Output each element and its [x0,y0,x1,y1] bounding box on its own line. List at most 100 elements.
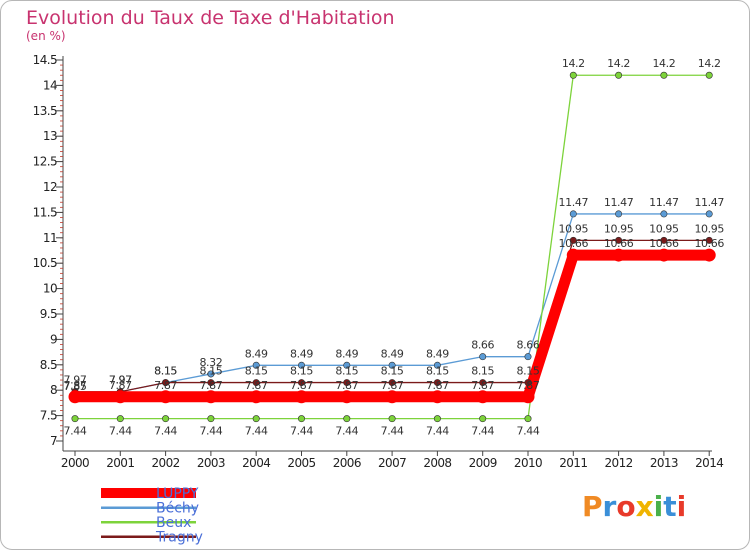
data-label-béchy: 11.47 [559,196,589,209]
logo-letter: P [582,490,603,523]
x-tick-label: 2008 [423,456,451,470]
data-label-tragny: 10.95 [649,222,679,235]
data-label-béchy: 8.66 [471,339,494,352]
data-label-béchy: 8.49 [245,347,268,360]
y-tick-label: 8 [50,383,57,397]
data-label-béchy: 8.49 [426,347,449,360]
data-label-beux: 7.44 [154,425,177,438]
data-label-beux: 7.44 [245,425,268,438]
y-tick-label: 10 [43,282,57,296]
x-tick-label: 2010 [514,456,542,470]
data-point-béchy [297,361,305,369]
data-label-tragny: 8.15 [381,365,404,378]
data-point-béchy [252,361,260,369]
data-label-tragny: 7.97 [64,374,87,387]
data-label-luppy: 7.87 [471,379,494,392]
legend-label-beux: Beux [156,515,191,531]
data-label-tragny: 8.15 [154,365,177,378]
x-tick-label: 2003 [197,456,225,470]
data-point-beux [71,415,79,423]
data-label-béchy: 11.47 [604,196,634,209]
data-point-tragny [433,379,441,387]
data-point-béchy [343,361,351,369]
data-point-béchy [615,210,623,218]
series-points [68,71,716,423]
data-label-béchy: 7.85 [64,380,87,393]
data-point-béchy [433,361,441,369]
data-point-luppy [159,390,173,404]
axes: 7 7.5 8 8.5 9 9.5 10 10.5 11 11.5 12 12.5 13 13.5 14 14… [33,53,724,470]
data-point-béchy [705,210,713,218]
data-point-luppy [249,390,263,404]
data-label-beux: 7.44 [64,425,87,438]
data-point-luppy [430,390,444,404]
legend-swatch-beux [101,521,196,524]
data-label-luppy: 10.66 [649,237,679,250]
x-tick-label: 2007 [378,456,406,470]
data-label-beux: 7.44 [381,425,404,438]
data-label-beux: 7.44 [426,425,449,438]
y-tick-label: 13 [43,129,57,143]
y-tick-label: 11 [43,231,57,245]
data-label-tragny: 10.95 [694,222,724,235]
data-point-tragny [705,236,713,244]
data-point-tragny [297,379,305,387]
data-point-tragny [660,236,668,244]
logo-letter: t [663,490,676,523]
data-point-beux [162,415,170,423]
y-tick-label: 8.5 [40,358,57,372]
y-tick-label: 9 [50,332,57,346]
data-point-tragny [343,379,351,387]
data-label-luppy: 7.87 [245,379,268,392]
x-tick-label: 2012 [605,456,633,470]
data-label-tragny: 8.15 [290,365,313,378]
data-label-beux: 7.44 [517,425,540,438]
data-point-béchy [388,361,396,369]
data-label-luppy: 7.87 [154,379,177,392]
legend-label-tragny: Tragny [155,530,203,546]
chart-title: Evolution du Taux de Taxe d'Habitation [26,7,395,29]
data-labels: 7.85 7.978.158.328.49 8.49 8.49 8.49 8.498.66… [64,57,725,437]
data-label-beux: 7.44 [471,425,494,438]
data-point-tragny [524,379,532,387]
data-point-beux [116,415,124,423]
logo-letter: i [654,490,664,523]
data-point-luppy [657,248,671,262]
data-point-luppy [113,390,127,404]
y-tick-label: 9.5 [40,307,57,321]
data-label-tragny: 8.15 [199,365,222,378]
data-label-béchy: 11.47 [694,196,724,209]
data-point-tragny [388,379,396,387]
chart-subtitle: (en %) [26,29,66,43]
x-tick-label: 2002 [152,456,180,470]
y-tick-label: 10.5 [33,256,57,270]
x-tick-label: 2006 [333,456,361,470]
x-tick-label: 2000 [61,456,89,470]
data-label-beux: 14.2 [607,57,630,70]
data-point-beux [524,415,532,423]
data-label-tragny: 8.15 [335,365,358,378]
data-label-béchy: 8.49 [290,347,313,360]
data-point-béchy [207,370,215,378]
x-tick-label: 2005 [287,456,315,470]
data-point-luppy [612,248,626,262]
data-label-luppy: 7.87 [290,379,313,392]
data-point-beux [705,71,713,79]
legend-swatch-béchy [101,506,196,509]
x-tick-label: 2013 [650,456,678,470]
data-point-luppy [521,390,535,404]
data-label-béchy: 8.66 [517,339,540,352]
data-point-béchy [569,210,577,218]
x-tick-label: 2011 [559,456,587,470]
data-label-béchy: 8.15 [154,365,177,378]
data-label-beux: 14.2 [562,57,585,70]
data-point-béchy [660,210,668,218]
data-label-béchy: 8.32 [199,356,222,369]
data-label-luppy: 7.87 [381,379,404,392]
data-point-beux [433,415,441,423]
y-tick-label: 14.5 [33,53,57,67]
legend-swatch-tragny [101,535,196,538]
data-label-tragny: 8.15 [245,365,268,378]
data-point-luppy [702,248,716,262]
